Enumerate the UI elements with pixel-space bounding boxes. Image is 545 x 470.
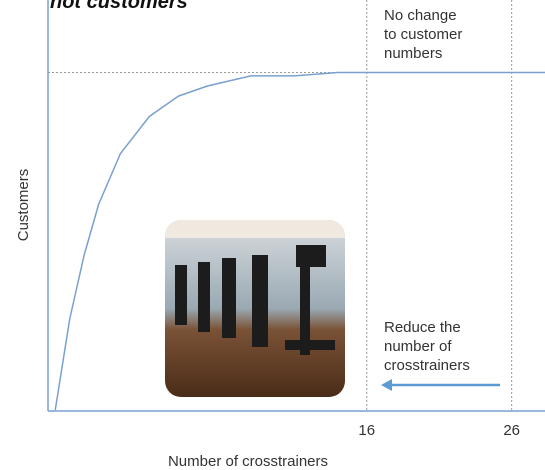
- annotation: numbers: [384, 45, 442, 62]
- annotation: number of: [384, 338, 452, 355]
- annotation: Reduce the: [384, 319, 461, 336]
- annotation: to customer: [384, 26, 462, 43]
- annotation: No change: [384, 7, 457, 24]
- annotation: crosstrainers: [384, 357, 470, 374]
- x-tick-label: 26: [503, 422, 520, 439]
- line: [54, 71, 545, 411]
- x-axis-label: Number of crosstrainers: [168, 453, 328, 470]
- photo: [165, 220, 345, 397]
- y-axis-label: Customers: [15, 169, 32, 242]
- arrow-head: [381, 379, 392, 391]
- x-tick-label: 16: [358, 422, 375, 439]
- chart-title: not customers: [50, 0, 188, 13]
